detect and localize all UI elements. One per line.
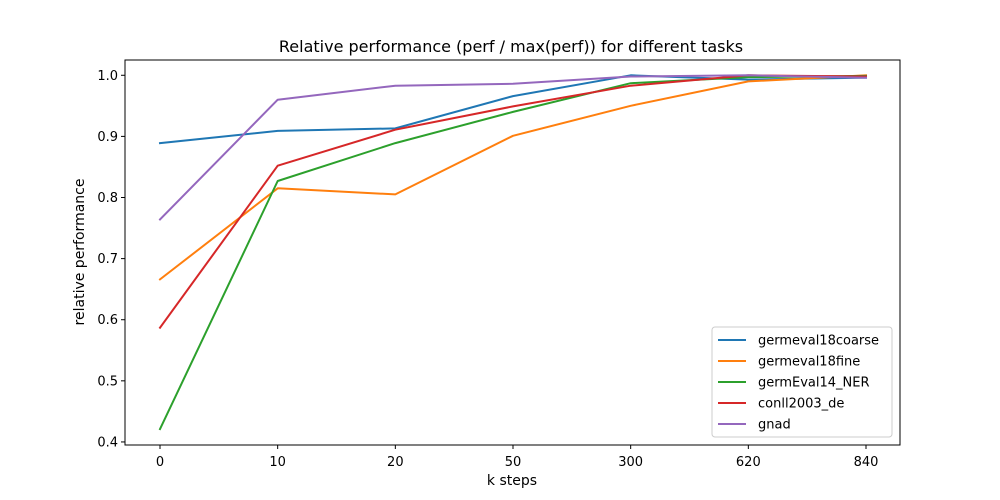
series-lines	[158, 74, 868, 431]
legend-frame	[711, 326, 893, 438]
y-tick-label: 1.0	[97, 69, 118, 84]
series-line-gnad	[158, 74, 868, 221]
legend-label-germeval18fine: germeval18fine	[758, 355, 860, 370]
y-axis-label: relative performance	[72, 179, 88, 326]
y-tick-label: 0.5	[97, 374, 118, 389]
series-line-germeval18coarse	[158, 74, 868, 145]
y-tick-label: 0.6	[97, 313, 118, 328]
plot-area-frame	[124, 59, 901, 446]
series-line-germeval18fine	[158, 74, 868, 281]
y-tick-label: 0.9	[97, 130, 118, 145]
x-tick-label: 10	[269, 455, 286, 470]
x-tick-label: 620	[736, 455, 761, 470]
x-tick-label: 300	[618, 455, 643, 470]
x-tick-label: 840	[854, 455, 879, 470]
legend-label-conll2003_de: conll2003_de	[758, 397, 844, 412]
chart-title: Relative performance (perf / max(perf)) …	[279, 37, 743, 56]
legend: germeval18coarse germeval18fine germEval14…	[711, 326, 893, 438]
legend-label-germEval14_NER: germEval14_NER	[758, 376, 870, 391]
x-tick-label: 20	[387, 455, 404, 470]
x-tick-label: 50	[505, 455, 522, 470]
x-axis-label: k steps	[487, 473, 537, 489]
y-axis-ticks: 0.4 0.5 0.6 0.7 0.8 0.9 1.0	[97, 69, 125, 450]
legend-label-germeval18coarse: germeval18coarse	[758, 334, 879, 349]
y-tick-label: 0.8	[97, 191, 118, 206]
y-tick-label: 0.7	[97, 252, 118, 267]
y-tick-label: 0.4	[97, 435, 118, 450]
legend-label-gnad: gnad	[758, 418, 791, 433]
x-axis-ticks: 0 10 20 50 300 620 840	[156, 445, 879, 470]
series-line-germEval14_NER	[158, 74, 868, 431]
x-tick-label: 0	[156, 455, 164, 470]
